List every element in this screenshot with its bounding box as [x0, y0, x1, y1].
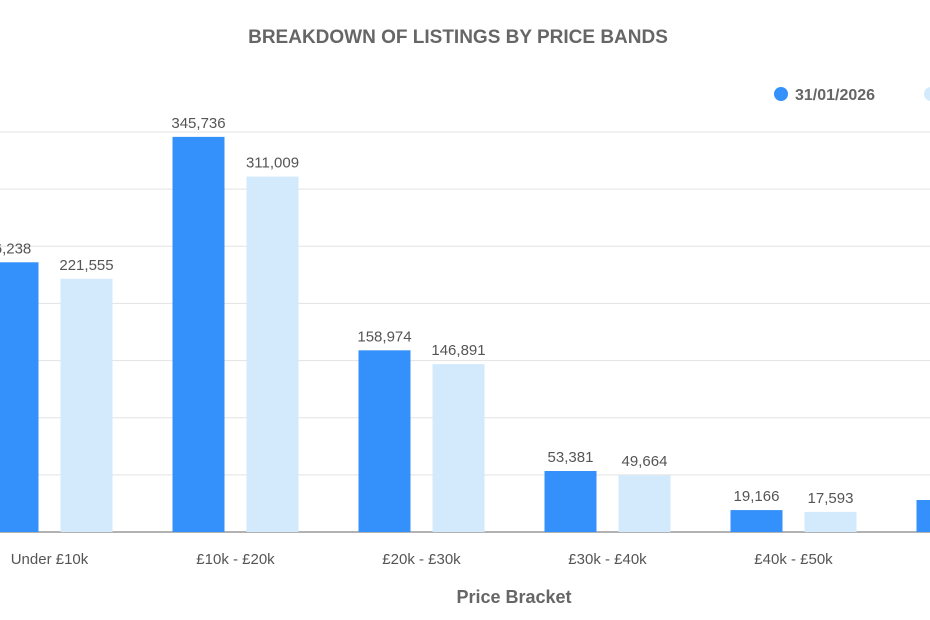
data-label: 49,664 [622, 453, 668, 470]
legend-marker-series-1[interactable] [774, 87, 788, 101]
data-label: 311,009 [246, 155, 299, 172]
x-axis-title: Price Bracket [456, 587, 571, 607]
x-tick-label: £30k - £40k [568, 551, 647, 568]
bars: 6,238 221,555 345,736 311,009 158,974 146,891… [0, 115, 930, 532]
data-label: 345,736 [171, 115, 225, 132]
x-tick-label: Under £10k [11, 551, 89, 568]
data-label: 19,166 [734, 488, 780, 505]
bar-series-1[interactable] [172, 136, 225, 532]
x-tick-label: £40k - £50k [754, 551, 833, 568]
bar-series-1[interactable] [358, 350, 411, 532]
bar-series-2[interactable] [432, 364, 485, 532]
x-tick-label: £10k - £20k [196, 551, 275, 568]
data-label: 146,891 [431, 342, 485, 359]
bar-series-2[interactable] [804, 511, 857, 532]
data-label: 221,555 [59, 257, 113, 274]
bar-series-2[interactable] [246, 176, 299, 532]
data-label: 6,238 [0, 240, 31, 257]
x-tick-labels: Under £10k £10k - £20k £20k - £30k £30k - £… [11, 551, 833, 568]
chart-title: BREAKDOWN OF LISTINGS BY PRICE BANDS [248, 27, 668, 48]
bar-series-2[interactable] [60, 278, 113, 532]
legend-label-series-1[interactable]: 31/01/2026 [795, 87, 875, 104]
data-label: 158,974 [357, 328, 411, 345]
bar-series-1[interactable] [544, 470, 597, 532]
bar-series-1[interactable] [730, 510, 783, 532]
bar-series-1[interactable] [916, 500, 930, 532]
legend: 31/01/2026 [774, 87, 930, 104]
bar-series-2[interactable] [618, 475, 671, 532]
legend-marker-series-2[interactable] [924, 87, 930, 101]
data-label: 17,593 [808, 490, 854, 507]
x-tick-label: £20k - £30k [382, 551, 461, 568]
bar-series-1[interactable] [0, 262, 39, 532]
data-label: 53,381 [548, 449, 594, 466]
